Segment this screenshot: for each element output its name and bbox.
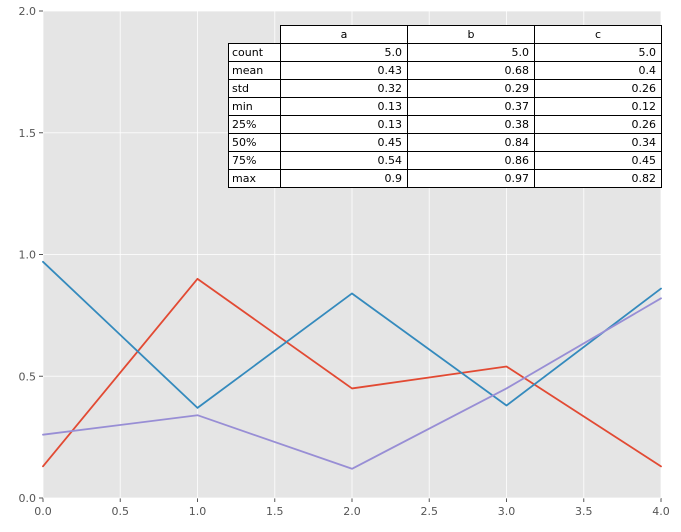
stats-cell: 0.37	[407, 97, 535, 116]
stats-table-body: count 5.0 5.0 5.0 mean 0.43 0.68 0.4 std 0.32 0.29…	[228, 43, 662, 188]
x-tick-label: 2.0	[343, 505, 361, 518]
x-tick-label: 2.5	[421, 505, 439, 518]
series-line-b	[42, 260, 662, 409]
stats-row: min 0.13 0.37 0.12	[228, 97, 662, 116]
stats-cell: 5.0	[534, 43, 662, 62]
y-tick-label: 0.5	[19, 370, 37, 383]
x-tick-label: 1.0	[189, 505, 207, 518]
stats-row-label: 75%	[228, 151, 281, 170]
x-tick-label: 1.5	[266, 505, 284, 518]
stats-cell: 0.12	[534, 97, 662, 116]
stats-cell: 0.32	[280, 79, 408, 98]
stats-row-label: mean	[228, 61, 281, 80]
stats-row-label: 25%	[228, 115, 281, 134]
stats-cell: 5.0	[280, 43, 408, 62]
stats-row: 75% 0.54 0.86 0.45	[228, 151, 662, 170]
stats-row-label: max	[228, 169, 281, 188]
series-line-a	[42, 277, 662, 468]
stats-cell: 5.0	[407, 43, 535, 62]
stats-row-label: count	[228, 43, 281, 62]
stats-cell: 0.26	[534, 79, 662, 98]
y-tick-label: 1.0	[19, 249, 37, 262]
stats-col-header: a	[280, 25, 408, 44]
stats-cell: 0.29	[407, 79, 535, 98]
stats-cell: 0.26	[534, 115, 662, 134]
stats-row-label: 50%	[228, 133, 281, 152]
stats-cell: 0.4	[534, 61, 662, 80]
stats-row: mean 0.43 0.68 0.4	[228, 61, 662, 80]
stats-cell: 0.54	[280, 151, 408, 170]
stats-row: max 0.9 0.97 0.82	[228, 169, 662, 188]
stats-cell: 0.38	[407, 115, 535, 134]
stats-cell: 0.86	[407, 151, 535, 170]
stats-cell: 0.34	[534, 133, 662, 152]
stats-cell: 0.13	[280, 115, 408, 134]
stats-cell: 0.9	[280, 169, 408, 188]
stats-cell: 0.45	[534, 151, 662, 170]
stats-row: 25% 0.13 0.38 0.26	[228, 115, 662, 134]
stats-cell: 0.68	[407, 61, 535, 80]
y-tick-label: 1.5	[19, 127, 37, 140]
stats-col-header: b	[407, 25, 535, 44]
stats-row-label: std	[228, 79, 281, 98]
stats-cell: 0.43	[280, 61, 408, 80]
x-tick-label: 4.0	[652, 505, 670, 518]
x-tick-label: 0.5	[112, 505, 130, 518]
stats-cell: 0.45	[280, 133, 408, 152]
y-tick-label: 2.0	[19, 5, 37, 18]
stats-cell: 0.84	[407, 133, 535, 152]
x-tick-label: 0.0	[34, 505, 52, 518]
stats-table-corner-cell	[229, 26, 281, 44]
stats-row: 50% 0.45 0.84 0.34	[228, 133, 662, 152]
y-tick-label: 0.0	[19, 492, 37, 505]
x-tick-label: 3.0	[498, 505, 516, 518]
series-line-c	[42, 297, 662, 470]
stats-row-label: min	[228, 97, 281, 116]
stats-row: count 5.0 5.0 5.0	[228, 43, 662, 62]
stats-cell: 0.97	[407, 169, 535, 188]
stats-cell: 0.13	[280, 97, 408, 116]
stats-cell: 0.82	[534, 169, 662, 188]
x-tick-label: 3.5	[575, 505, 593, 518]
stats-col-header: c	[534, 25, 662, 44]
stats-row: std 0.32 0.29 0.26	[228, 79, 662, 98]
